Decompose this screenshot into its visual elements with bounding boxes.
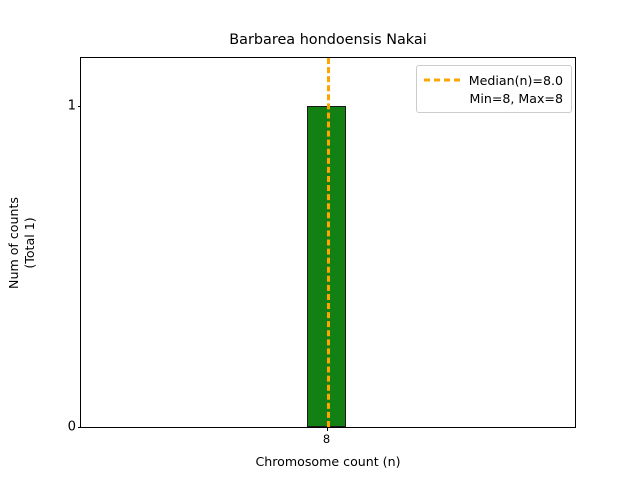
legend-item-median: Median(n)=8.0: [423, 71, 563, 89]
y-axis-label: Num of counts (Total 1): [6, 197, 38, 289]
x-axis-label: Chromosome count (n): [255, 454, 401, 469]
xtick-8-label: 8: [322, 432, 331, 446]
y-axis-label-line2: (Total 1): [22, 216, 37, 269]
median-line: [326, 58, 330, 427]
y-axis-label-line1: Num of counts: [6, 196, 21, 289]
dashed-line-icon: [423, 73, 460, 87]
legend-item-minmax-label: Min=8, Max=8: [469, 90, 563, 106]
ytick-0-mark: [77, 427, 81, 428]
ytick-1-mark: [77, 106, 81, 108]
plot-inner: [81, 58, 575, 427]
page-title: Barbarea hondoensis Nakai: [229, 32, 427, 48]
ytick-1-label: 1: [67, 98, 76, 114]
plot-area: 0 1 8 Median(n)=8.0 Min=8, Max=8: [68, 57, 576, 446]
xtick-8-mark: [326, 427, 328, 431]
legend: Median(n)=8.0 Min=8, Max=8: [415, 65, 572, 113]
legend-item-median-label: Median(n)=8.0: [468, 72, 563, 88]
legend-item-minmax: Min=8, Max=8: [424, 89, 563, 107]
y-axis-label-wrap: Num of counts (Total 1): [0, 57, 44, 428]
ytick-0-label: 0: [67, 419, 76, 435]
